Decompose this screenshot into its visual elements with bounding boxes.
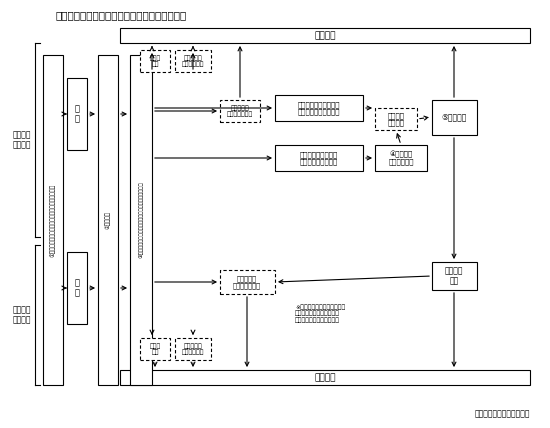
Bar <box>140 338 170 360</box>
Bar <box>220 100 260 122</box>
Text: 贈
与: 贈 与 <box>74 104 80 124</box>
Text: 届出書提出
（３年に１回）: 届出書提出 （３年に１回） <box>227 105 253 117</box>
Text: 贈与税の
納税猶予: 贈与税の 納税猶予 <box>13 130 31 150</box>
Bar <box>375 108 417 130</box>
Text: 届出書提出
（毎年１回）: 届出書提出 （毎年１回） <box>182 343 204 355</box>
Bar <box>43 55 63 385</box>
Text: 相続税の
納税猶予: 相続税の 納税猶予 <box>13 305 31 325</box>
Text: 税務署長: 税務署長 <box>314 373 336 382</box>
Bar <box>275 95 363 121</box>
Bar <box>120 28 530 43</box>
Text: 相
続: 相 続 <box>74 278 80 298</box>
Text: 図表－１　事業承継税制の基本的手続のフロー: 図表－１ 事業承継税制の基本的手続のフロー <box>55 10 186 20</box>
Text: （出典）　中小企業庁資料: （出典） 中小企業庁資料 <box>475 409 530 418</box>
Bar <box>375 145 427 171</box>
Bar <box>432 100 477 135</box>
Text: ④臨時報告
（経産局長）: ④臨時報告 （経産局長） <box>388 151 414 165</box>
Text: 贈与税
申告: 贈与税 申告 <box>150 55 161 67</box>
Text: ５年間の事業継続期間
経過後に贈与者が死亡: ５年間の事業継続期間 経過後に贈与者が死亡 <box>298 101 340 115</box>
Bar <box>175 338 211 360</box>
Bar <box>67 78 87 150</box>
Text: 相続税の
申告: 相続税の 申告 <box>445 266 463 286</box>
Bar <box>140 50 170 72</box>
Bar <box>67 252 87 324</box>
Text: 届出書提出
（３年に１回）: 届出書提出 （３年に１回） <box>233 275 261 289</box>
Text: 届出書提出
（毎年１回）: 届出書提出 （毎年１回） <box>182 55 204 67</box>
Bar <box>98 55 118 385</box>
Text: ５年間の事業継続期
間内に贈与者が死亡: ５年間の事業継続期 間内に贈与者が死亡 <box>300 151 338 165</box>
Bar <box>130 55 152 385</box>
Text: ※５年間の事業継続期間が経
過するまでは、毎年１回の
経産局長への報告は必要。: ※５年間の事業継続期間が経 過するまでは、毎年１回の 経産局長への報告は必要。 <box>295 304 345 323</box>
Text: ②大臣認定: ②大臣認定 <box>105 211 111 229</box>
Text: ③５年間の事業継続（毎年１回の経産局長への報告）: ③５年間の事業継続（毎年１回の経産局長への報告） <box>139 182 144 259</box>
Bar <box>432 262 477 290</box>
Text: ⑤大臣確認: ⑤大臣確認 <box>441 113 467 122</box>
Bar <box>120 370 530 385</box>
Bar <box>275 145 363 171</box>
Text: 税務署長: 税務署長 <box>314 31 336 40</box>
Text: 贈与税の
免除申請: 贈与税の 免除申請 <box>388 112 404 126</box>
Text: ①計画的な承継に係る大臣確認（後継者確定等）: ①計画的な承継に係る大臣確認（後継者確定等） <box>50 184 56 256</box>
Text: 相続税
申告: 相続税 申告 <box>150 343 161 355</box>
Bar <box>220 270 275 294</box>
Bar <box>175 50 211 72</box>
